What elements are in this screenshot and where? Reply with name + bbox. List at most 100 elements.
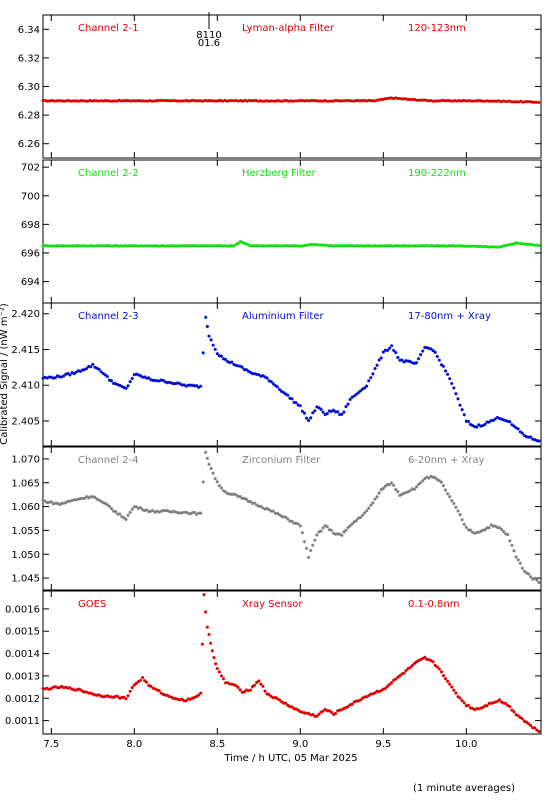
data-point: [408, 359, 412, 364]
data-point: [199, 99, 203, 103]
data-point: [520, 717, 524, 721]
y-tick-label: 1.050: [11, 550, 40, 561]
data-point: [327, 244, 331, 248]
data-point: [238, 494, 242, 499]
data-point: [485, 526, 489, 530]
data-point: [134, 505, 138, 509]
data-point: [473, 425, 477, 429]
data-point: [329, 409, 334, 413]
data-point: [478, 244, 482, 248]
data-point: [344, 528, 348, 532]
data-point: [402, 360, 406, 364]
panel-label: Aluminium Filter: [242, 311, 325, 322]
data-point: [159, 98, 163, 103]
data-point: [280, 389, 284, 394]
data-point: [65, 98, 70, 103]
panel-label: 120-123nm: [408, 23, 466, 34]
data-point: [186, 383, 190, 387]
data-point: [467, 244, 471, 248]
data-point: [365, 384, 369, 388]
data-point: [70, 687, 74, 691]
data-point: [143, 375, 147, 379]
data-point: [192, 510, 197, 514]
data-point: [81, 99, 85, 103]
data-point: [309, 98, 314, 103]
data-point: [163, 244, 167, 248]
data-point: [45, 244, 50, 248]
panel-frame: [42, 14, 542, 159]
data-point: [499, 417, 504, 421]
data-point: [221, 489, 226, 493]
data-point: [378, 244, 382, 248]
data-point: [155, 379, 159, 383]
data-point: [250, 501, 255, 506]
data-point: [369, 503, 373, 507]
data-point: [241, 99, 245, 103]
data-point: [264, 244, 268, 248]
data-point: [514, 100, 519, 104]
data-point: [381, 350, 385, 354]
data-point: [227, 99, 232, 103]
data-point: [435, 354, 439, 359]
data-point: [194, 244, 198, 248]
data-point: [83, 99, 88, 103]
data-point: [360, 513, 365, 517]
data-point: [170, 695, 174, 699]
data-point: [82, 367, 87, 372]
data-point: [232, 492, 236, 496]
data-point: [313, 538, 317, 542]
data-point: [329, 99, 334, 103]
data-point: [275, 385, 280, 389]
series-points: [41, 315, 541, 443]
data-point: [274, 99, 278, 103]
data-point: [475, 530, 479, 535]
data-point: [381, 687, 385, 691]
data-point: [535, 438, 539, 443]
data-point: [230, 244, 234, 248]
data-point: [221, 677, 226, 681]
x-tick-label: 10.0: [455, 739, 477, 750]
data-point: [110, 244, 114, 248]
data-point: [272, 99, 276, 103]
data-point: [143, 679, 147, 683]
data-point: [510, 543, 514, 547]
data-point: [375, 98, 379, 102]
data-point: [462, 413, 466, 417]
data-point: [441, 364, 446, 368]
data-point: [464, 525, 468, 529]
data-point: [147, 376, 151, 380]
data-point: [441, 484, 446, 488]
data-point: [59, 244, 63, 248]
data-point: [62, 501, 66, 505]
data-point: [526, 435, 531, 439]
data-point: [188, 244, 192, 248]
data-point: [201, 351, 205, 355]
data-point: [55, 685, 60, 690]
data-point: [86, 99, 90, 103]
data-point: [494, 99, 498, 103]
data-point: [269, 380, 273, 384]
data-point: [383, 686, 387, 690]
data-point: [493, 245, 497, 249]
data-point: [145, 99, 150, 103]
data-point: [253, 244, 257, 248]
data-point: [223, 244, 227, 248]
data-point: [196, 244, 201, 248]
y-tick-label: 694: [21, 277, 40, 288]
data-point: [273, 695, 277, 700]
data-point: [108, 99, 112, 103]
series-points: [41, 96, 541, 105]
data-point: [251, 244, 255, 248]
panel-label: GOES: [78, 599, 106, 610]
data-point: [288, 705, 292, 709]
data-point: [387, 346, 392, 350]
data-point: [470, 99, 474, 103]
data-point: [287, 99, 291, 103]
data-point: [365, 99, 369, 103]
data-point: [458, 403, 462, 407]
panel-3: 2.405 2.410 2.415 2.420 Channel 2-3 Aluminium…: [11, 302, 542, 447]
data-point: [91, 362, 95, 366]
data-point: [74, 688, 78, 692]
data-point: [486, 245, 491, 249]
data-point: [331, 408, 336, 412]
